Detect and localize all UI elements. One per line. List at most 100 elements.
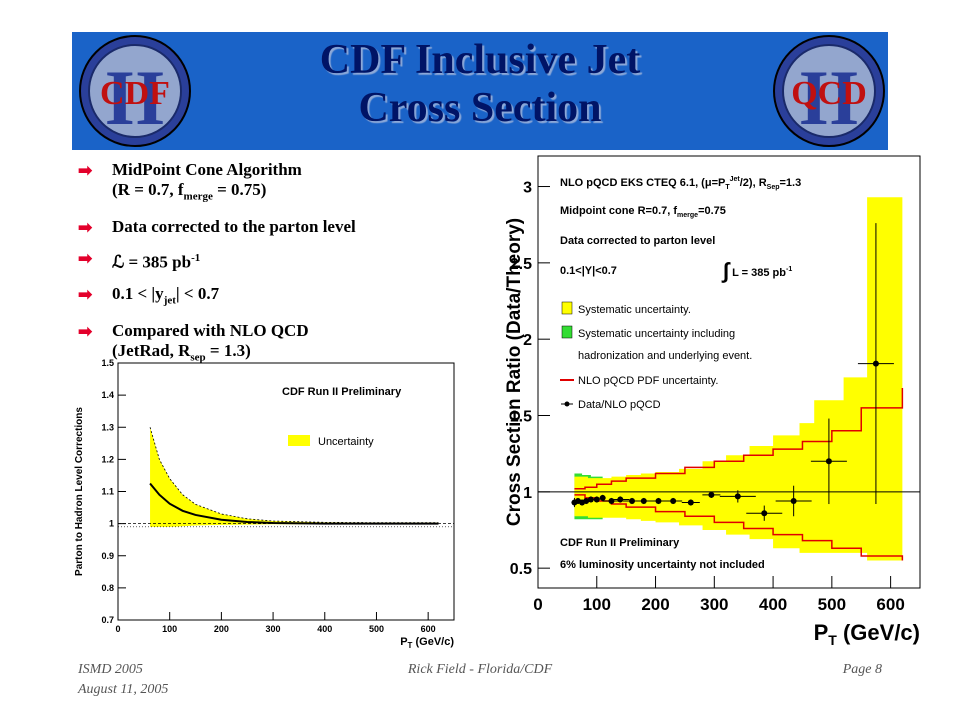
legend-label: Uncertainty [318, 436, 374, 448]
x-tick-label: 300 [266, 624, 281, 634]
data-point [608, 497, 615, 504]
bullet-text: ℒ = 385 pb [112, 253, 192, 273]
y-tick-label: 2 [523, 332, 532, 349]
x-axis-label: PT (GeV/c) [814, 620, 920, 648]
slide-title: CDF Inclusive Jet Cross Section [200, 36, 760, 132]
data-point [655, 497, 662, 504]
y-tick-label: 1 [523, 485, 532, 502]
bullet-text-end: | < 0.7 [175, 284, 220, 304]
bullet-text: MidPoint Cone Algorithm [112, 160, 302, 179]
central-curve [149, 482, 439, 525]
y-tick-label: 1.3 [101, 422, 114, 432]
x-tick-label: 500 [818, 595, 846, 614]
y-tick-label: 1.4 [101, 390, 114, 400]
title-banner [72, 32, 888, 150]
logo-cdf-text: CDF [100, 75, 170, 112]
x-tick-label: 600 [876, 595, 904, 614]
x-tick-label: 400 [317, 624, 332, 634]
arrow-bullet-icon: ➡ [78, 249, 93, 269]
x-tick-label: 100 [583, 595, 611, 614]
annotation-lumi-note: 6% luminosity uncertainty not included [560, 559, 765, 571]
y-tick-label: 3 [523, 180, 532, 197]
bullet-sup: -1 [191, 252, 201, 265]
annotation-rapidity: 0.1<|Y|<0.7 [560, 265, 617, 277]
y-tick-label: 2.5 [510, 256, 532, 273]
arrow-bullet-icon: ➡ [78, 322, 93, 342]
x-tick-label: 0 [115, 624, 120, 634]
cdf-logo: II CDF [79, 35, 191, 147]
annotation-algorithm: Midpoint cone R=0.7, fmerge=0.75 [560, 205, 726, 219]
arrow-bullet-icon: ➡ [78, 161, 93, 180]
y-tick-label: 0.8 [101, 583, 114, 593]
data-point [583, 497, 590, 504]
bullet-text-cont: (JetRad, R [112, 341, 191, 361]
x-tick-label: 500 [369, 624, 384, 634]
y-axis-label: Parton to Hadron Level Corrections [74, 407, 85, 576]
legend-label: hadronization and underlying event. [578, 350, 752, 362]
bullet-sub: jet [163, 294, 176, 307]
bullet-item: ➡ ℒ = 385 pb-1 [78, 248, 498, 273]
data-point [587, 496, 594, 503]
bullet-sub: merge [183, 190, 213, 203]
legend-label: Systematic uncertainty including [578, 328, 735, 340]
corrections-chart: 0.7 0.8 0.9 1 1.1 1.2 1.3 1.4 1.5 0 100 200 300 400 50… [74, 358, 455, 650]
data-point [825, 458, 832, 465]
x-tick-label: 0 [533, 595, 542, 614]
data-point [761, 510, 768, 517]
data-point [872, 360, 879, 367]
footer-conference: ISMD 2005 [78, 662, 143, 677]
data-point [599, 494, 606, 501]
data-point [790, 497, 797, 504]
bullet-item: ➡ Data corrected to the parton level [78, 217, 498, 237]
y-tick-label: 0.9 [101, 551, 114, 561]
x-tick-label: 300 [700, 595, 728, 614]
x-tick-label: 200 [214, 624, 229, 634]
bullet-text-end: = 0.75) [212, 180, 267, 199]
bullet-sub: sep [190, 351, 206, 364]
y-axis-label: Cross Section Ratio (Data/Theory) [504, 218, 525, 526]
bullet-text-end: = 1.3) [205, 341, 251, 361]
footer-author: Rick Field - Florida/CDF [407, 662, 553, 677]
footer-date: August 11, 2005 [78, 682, 169, 697]
arrow-bullet-icon: ➡ [78, 218, 93, 238]
y-tick-label: 1 [109, 519, 114, 529]
data-point [708, 491, 715, 498]
x-tick-label: 200 [641, 595, 669, 614]
logo-numeral-right: II [799, 54, 860, 141]
pdf-lower-line [574, 494, 904, 561]
title-line-1: CDF Inclusive Jet [319, 37, 641, 83]
y-tick-label: 1.5 [510, 409, 532, 426]
data-point [670, 497, 677, 504]
y-tick-label: 1.1 [101, 487, 114, 497]
y-tick-label: 0.5 [510, 561, 532, 578]
systematic-band [574, 197, 903, 561]
y-tick-label: 1.2 [101, 454, 114, 464]
logo-qcd-text: QCD [791, 75, 867, 112]
chart-title: CDF Run II Preliminary [282, 386, 402, 398]
uncertainty-upper-edge [149, 427, 439, 524]
legend-label: Data/NLO pQCD [578, 399, 661, 411]
bullet-text: 0.1 < |y [112, 284, 164, 304]
bullet-item: ➡ 0.1 < |yjet| < 0.7 [78, 284, 498, 310]
x-tick-label: 100 [162, 624, 177, 634]
y-tick-label: 1.5 [101, 358, 114, 368]
logo-numeral: II [105, 54, 166, 141]
x-tick-label: 400 [759, 595, 787, 614]
title-line-2: Cross Section [358, 85, 602, 131]
data-point [734, 493, 741, 500]
bullet-text: Data corrected to the parton level [112, 217, 356, 237]
bullet-list: ➡ MidPoint Cone Algorithm (R = 0.7, fmer… [78, 160, 498, 379]
annotation-correction: Data corrected to parton level [560, 235, 715, 247]
data-point [629, 497, 636, 504]
data-point [617, 496, 624, 503]
legend-swatch-systematic [561, 301, 573, 315]
legend-label: Systematic uncertainty. [578, 304, 691, 316]
uncertainty-band [150, 427, 439, 527]
ratio-chart: 0.5 1 1.5 2 2.5 3 0 100 200 300 400 500 600 NLO pQCD … [504, 155, 921, 648]
footer-page: Page 8 [842, 662, 882, 677]
legend-swatch [288, 435, 310, 446]
y-tick-label: 0.7 [101, 615, 114, 625]
annotation-preliminary: CDF Run II Preliminary [560, 537, 680, 549]
pdf-upper-line [574, 388, 904, 490]
data-point [687, 499, 694, 506]
